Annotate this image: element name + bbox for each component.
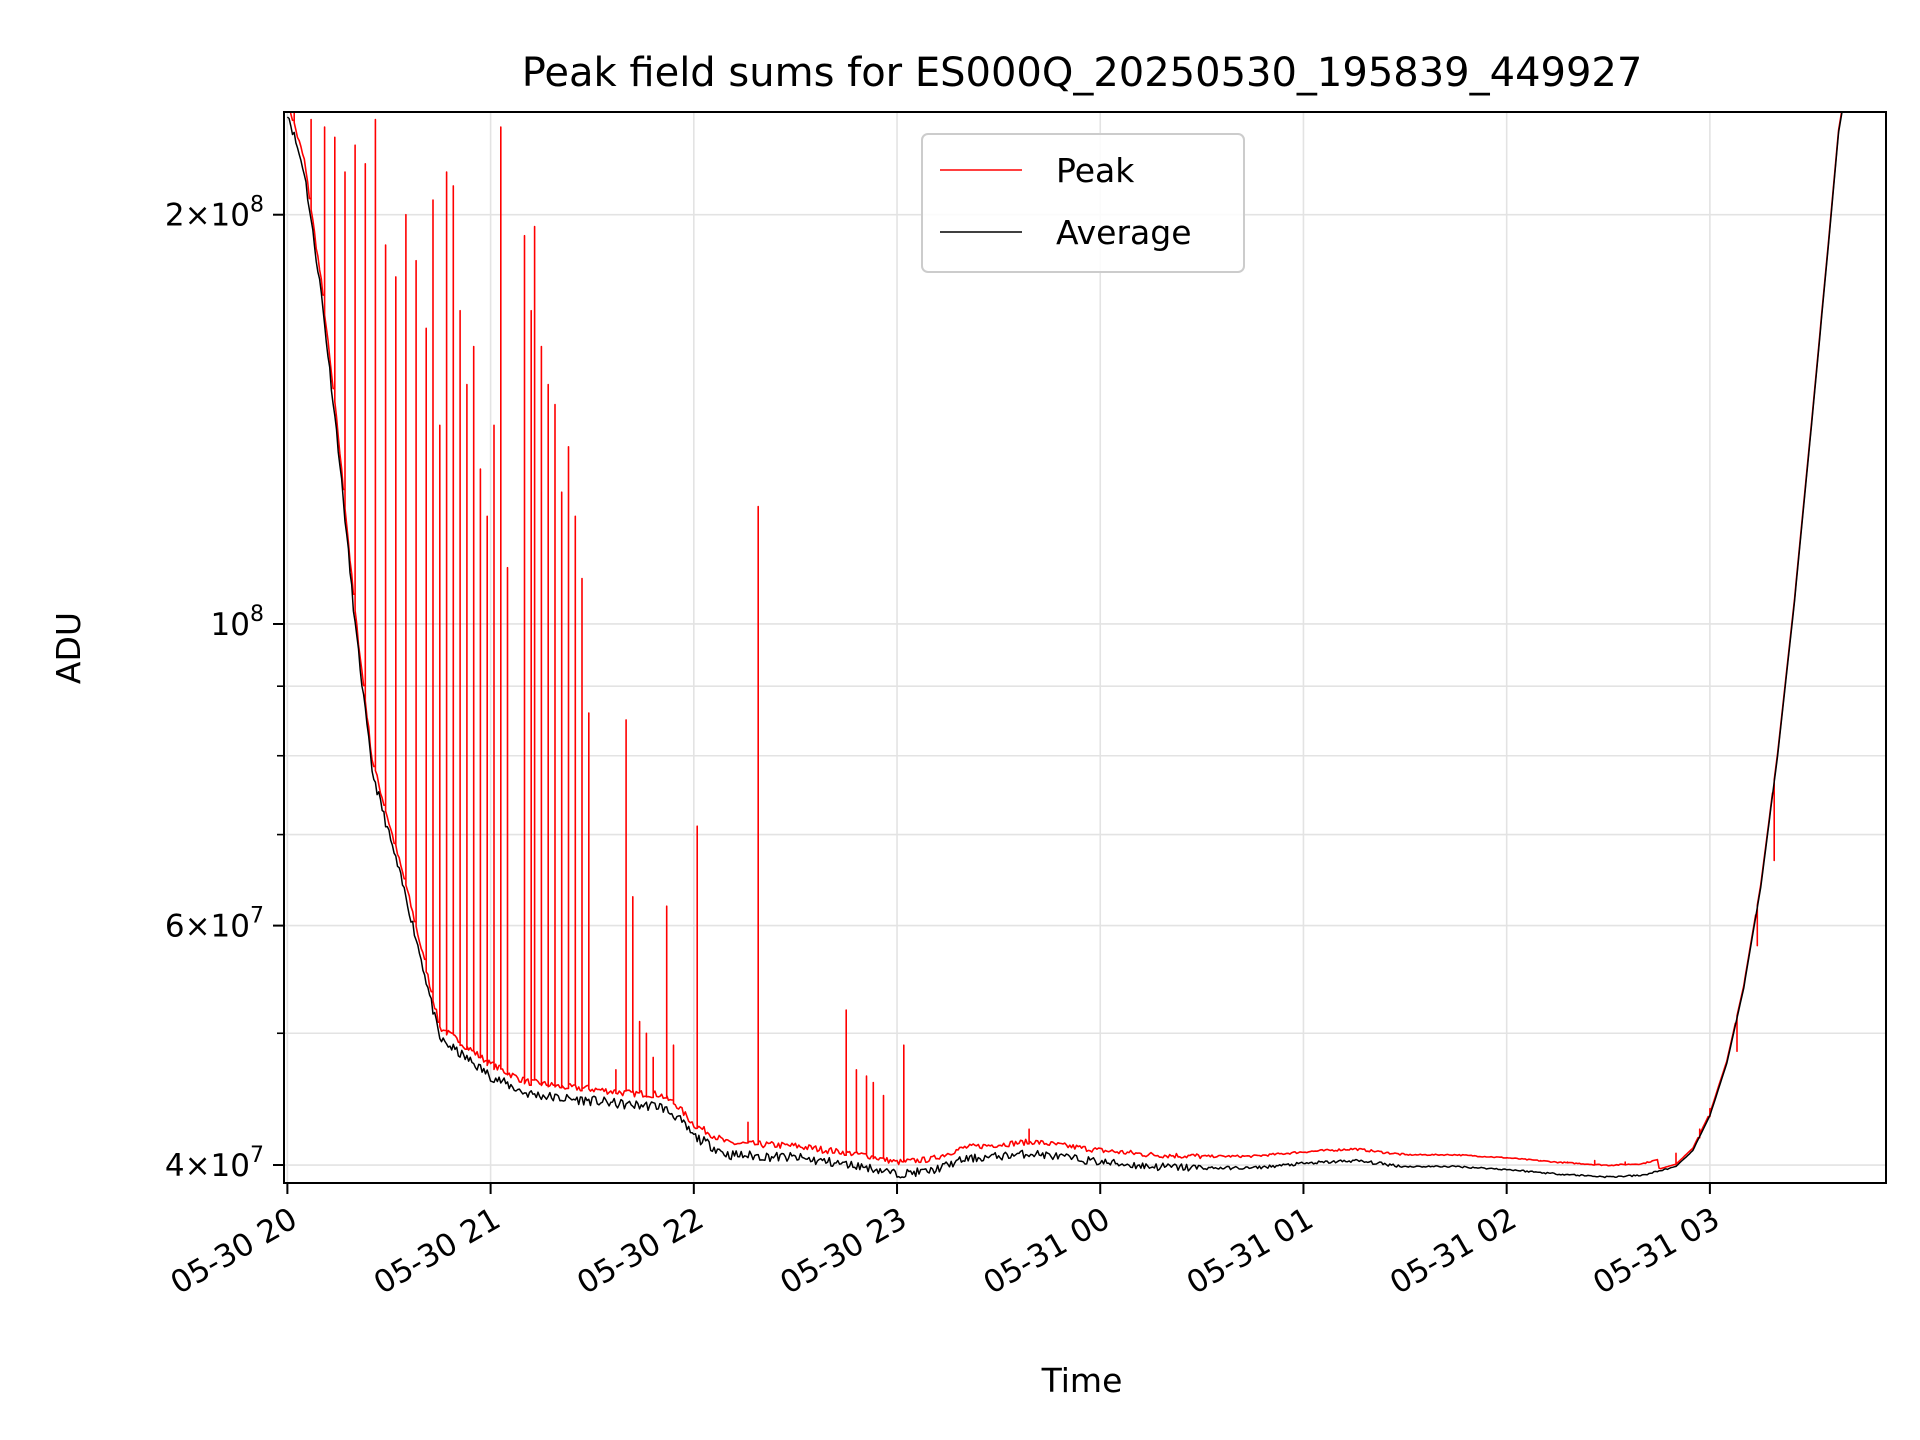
y-axis: 4×107 6×107 108 2×108: [165, 193, 284, 1184]
series-line-peak: [289, 112, 1843, 1170]
plot-frame: [283, 111, 1887, 1184]
legend-label-average: Average: [1056, 213, 1192, 252]
chart-title: Peak field sums for ES000Q_20250530_1958…: [522, 50, 1643, 96]
y-tick-label: 108: [211, 602, 264, 643]
y-tick-label: 6×107: [165, 904, 264, 945]
x-axis-label: Time: [1041, 1361, 1123, 1400]
series-line-average: [286, 112, 1843, 1179]
series-layer: [286, 112, 1843, 1179]
y-axis-label: ADU: [49, 612, 88, 684]
legend-label-peak: Peak: [1056, 151, 1135, 190]
legend: Peak Average: [921, 133, 1245, 273]
grid: [284, 112, 1886, 1183]
y-tick-label: 2×108: [165, 193, 264, 234]
y-tick-label: 4×107: [165, 1143, 264, 1184]
legend-box: [921, 133, 1245, 273]
